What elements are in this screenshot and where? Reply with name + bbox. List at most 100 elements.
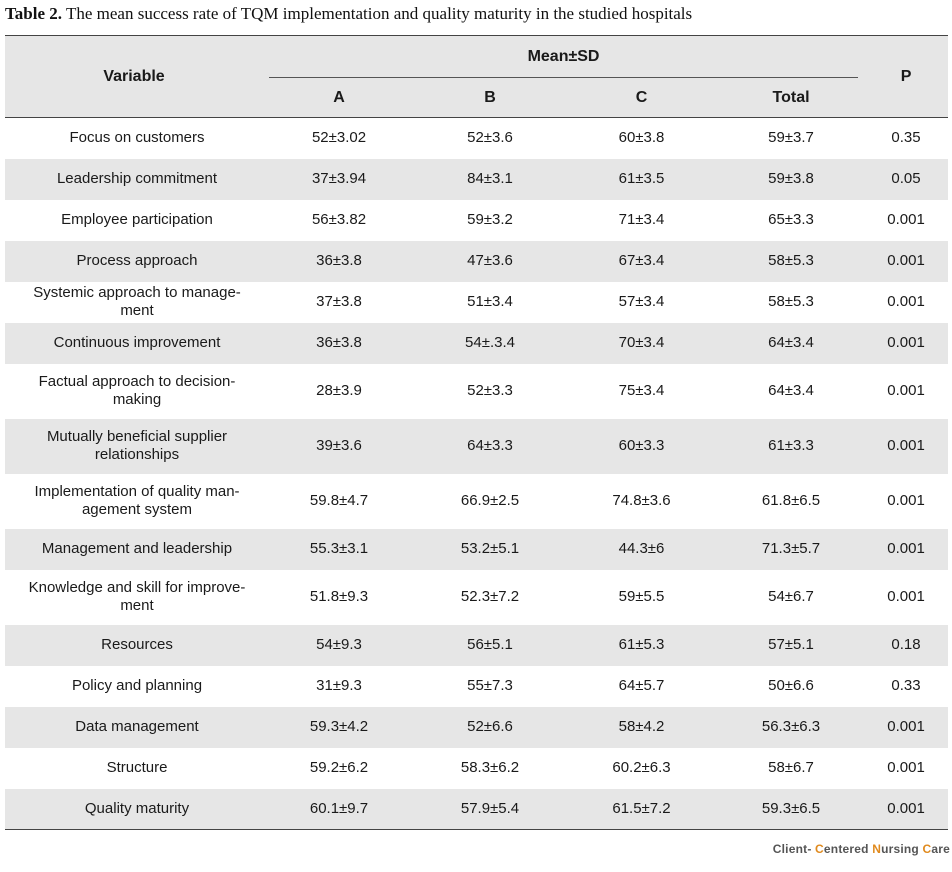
table-row: Data management 59.3±4.2 52±6.6 58±4.2 56.3±… [5, 706, 949, 748]
header-variable: Variable [103, 67, 165, 85]
cell-group-c: 60.2±6.3 [612, 759, 671, 776]
cell-group-b: 52±3.3 [467, 382, 513, 399]
cell-variable: Resources [101, 636, 173, 653]
cell-p-value: 0.001 [887, 759, 925, 776]
cell-variable: Quality maturity [84, 799, 190, 817]
cell-p-value: 0.35 [891, 129, 921, 147]
cell-group-a: 59.2±6.2 [309, 759, 369, 776]
header-group-c: C [635, 88, 648, 106]
table-title: The mean success rate of TQM implementat… [62, 4, 693, 23]
cell-variable: Process approach [76, 252, 198, 269]
cell-p-value: 0.001 [887, 437, 925, 454]
table-row: Systemic approach to manage-ment 37±3.8 51… [5, 282, 948, 323]
cell-total: 59±3.8 [768, 170, 814, 187]
cell-group-b: 59±3.2 [467, 211, 513, 228]
cell-group-c: 74.8±3.6 [612, 492, 671, 509]
cell-group-c: 75±3.4 [618, 382, 665, 399]
cell-variable: Mutually beneficial supplier relationship… [46, 428, 228, 463]
cell-p-value: 0.001 [887, 540, 925, 557]
table-row: Factual approach to decision-making 28±3.… [5, 364, 948, 419]
cell-total: 54±6.7 [768, 588, 814, 605]
cell-group-a: 59.3±4.2 [309, 718, 369, 735]
cell-p-value: 0.001 [887, 718, 925, 735]
table-row: Mutually beneficial supplier relationship… [5, 418, 949, 474]
cell-total: 59.3±6.5 [761, 799, 821, 817]
cell-p-value: 0.001 [887, 799, 925, 817]
cell-group-b: 57.9±5.4 [460, 799, 520, 817]
cell-group-c: 58±4.2 [618, 718, 665, 735]
cell-group-a: 37±3.94 [311, 170, 367, 187]
table-row: Management and leadership 55.3±3.1 53.2±5.… [5, 528, 949, 570]
cell-p-value: 0.05 [891, 170, 921, 187]
cell-group-b: 52.3±7.2 [460, 588, 520, 605]
table-row: Leadership commitment 37±3.94 84±3.1 61±3.5… [5, 158, 949, 200]
cell-group-b: 47±3.6 [467, 252, 513, 269]
cell-group-b: 51±3.4 [467, 293, 513, 310]
table-row: Knowledge and skill for improve-ment 51.8… [5, 570, 948, 625]
table-row: Policy and planning 31±9.3 55±7.3 64±5.7 50±… [5, 666, 948, 707]
cell-variable: Structure [106, 759, 168, 776]
cell-group-c: 60±3.3 [618, 437, 665, 454]
table-label: Table 2. [5, 4, 63, 23]
cell-group-a: 39±3.6 [316, 437, 362, 454]
header-p: P [900, 67, 912, 85]
cell-group-a: 60.1±9.7 [309, 799, 369, 817]
cell-group-c: 61.5±7.2 [612, 799, 671, 817]
cell-p-value: 0.001 [887, 382, 925, 399]
cell-p-value: 0.33 [891, 677, 921, 694]
cell-variable: Knowledge and skill for improve-ment [28, 579, 246, 614]
cell-total: 56.3±6.3 [761, 718, 821, 735]
table-caption: Table 2. The mean success rate of TQM im… [5, 4, 945, 24]
cell-group-a: 55.3±3.1 [309, 540, 369, 557]
cell-total: 59±3.7 [768, 129, 814, 147]
cell-group-b: 52±3.6 [467, 129, 513, 147]
cell-group-b: 64±3.3 [467, 437, 513, 454]
cell-total: 61±3.3 [768, 437, 814, 454]
header-group-total: Total [772, 88, 810, 106]
cell-group-c: 64±5.7 [618, 677, 665, 694]
table-row: Process approach 36±3.8 47±3.6 67±3.4 58±5.3… [5, 240, 949, 282]
cell-p-value: 0.001 [887, 334, 925, 351]
cell-group-a: 56±3.82 [311, 211, 367, 228]
cell-variable: Factual approach to decision-making [38, 373, 236, 408]
cell-group-c: 70±3.4 [618, 334, 665, 351]
cell-total: 50±6.6 [768, 677, 814, 694]
table-row: Focus on customers 52±3.02 52±3.6 60±3.8 59±… [5, 118, 948, 159]
cell-p-value: 0.001 [887, 492, 925, 509]
table-row: Resources 54±9.3 56±5.1 61±5.3 57±5.1 0.18 [5, 624, 949, 666]
cell-variable: Policy and planning [71, 677, 203, 694]
cell-variable: Employee participation [61, 211, 213, 228]
table-body: Focus on customers 52±3.02 52±3.6 60±3.8 59±… [5, 118, 949, 830]
cell-group-b: 66.9±2.5 [460, 492, 520, 509]
mean-sd-divider [269, 77, 859, 78]
cell-group-c: 60±3.8 [618, 129, 665, 147]
cell-group-c: 71±3.4 [618, 211, 665, 228]
table-row: Employee participation 56±3.82 59±3.2 71±3.… [5, 200, 948, 241]
cell-group-c: 67±3.4 [618, 252, 665, 269]
table-row: Structure 59.2±6.2 58.3±6.2 60.2±6.3 58±6.7 0… [5, 748, 948, 789]
cell-group-a: 28±3.9 [316, 382, 362, 399]
cell-group-b: 52±6.6 [467, 718, 513, 735]
cell-total: 58±5.3 [768, 293, 814, 310]
cell-group-b: 84±3.1 [467, 170, 513, 187]
cell-group-c: 57±3.4 [618, 293, 665, 310]
cell-group-c: 61±3.5 [618, 170, 665, 187]
cell-group-c: 44.3±6 [618, 540, 665, 557]
cell-group-c: 59±5.5 [618, 588, 665, 605]
cell-variable: Leadership commitment [56, 170, 218, 187]
cell-p-value: 0.001 [887, 588, 925, 605]
cell-group-a: 52±3.02 [311, 129, 367, 147]
cell-total: 64±3.4 [768, 382, 814, 399]
cell-p-value: 0.001 [887, 293, 925, 310]
journal-footer: Client- Centered Nursing Care [772, 842, 950, 856]
results-table: Variable Mean±SD P A B C Total Focus on … [5, 35, 949, 830]
table-row: Continuous improvement 36±3.8 54±.3.4 70±3.… [5, 322, 949, 364]
cell-total: 57±5.1 [768, 636, 814, 653]
cell-total: 71.3±5.7 [761, 540, 821, 557]
cell-total: 61.8±6.5 [761, 492, 821, 509]
cell-group-b: 54±.3.4 [465, 334, 515, 351]
cell-total: 64±3.4 [768, 334, 814, 351]
cell-group-a: 59.8±4.7 [309, 492, 369, 509]
cell-variable: Implementation of quality man-agement sy… [34, 483, 240, 518]
cell-variable: Systemic approach to manage-ment [33, 284, 241, 319]
